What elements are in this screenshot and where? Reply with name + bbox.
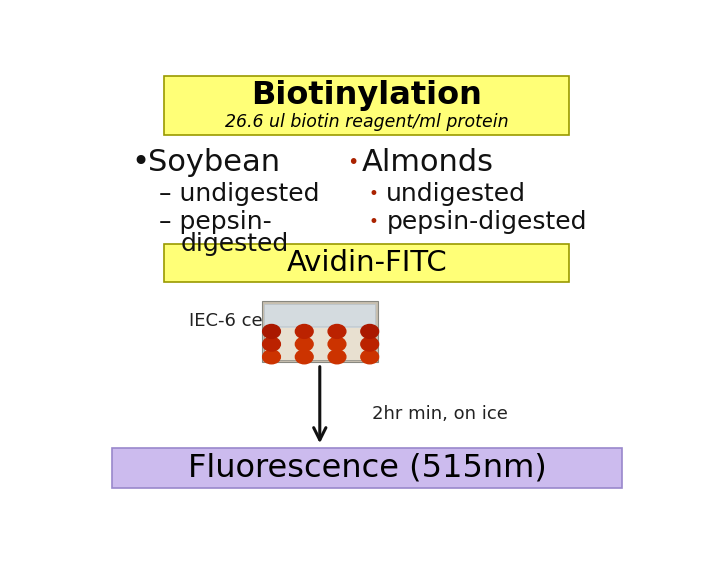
Circle shape [328, 337, 346, 351]
Text: digested: digested [181, 232, 289, 256]
Circle shape [361, 324, 379, 338]
Text: Avidin-FITC: Avidin-FITC [286, 248, 448, 277]
Circle shape [263, 337, 281, 351]
Text: Soybean: Soybean [147, 148, 280, 177]
Circle shape [361, 350, 379, 364]
Text: •: • [131, 148, 149, 177]
Circle shape [263, 350, 281, 364]
Text: – undigested: – undigested [159, 182, 319, 206]
Circle shape [328, 324, 346, 338]
Circle shape [361, 337, 379, 351]
FancyBboxPatch shape [165, 76, 569, 134]
FancyBboxPatch shape [264, 326, 375, 360]
FancyBboxPatch shape [112, 448, 622, 488]
Text: Almonds: Almonds [362, 148, 493, 177]
Circle shape [296, 324, 313, 338]
Text: IEC-6 cells: IEC-6 cells [189, 311, 283, 329]
Text: – pepsin-: – pepsin- [159, 210, 271, 234]
FancyBboxPatch shape [261, 301, 378, 362]
Text: •: • [347, 153, 359, 172]
Text: 2hr min, on ice: 2hr min, on ice [372, 406, 508, 424]
Circle shape [296, 337, 313, 351]
Circle shape [328, 350, 346, 364]
Circle shape [263, 324, 281, 338]
FancyBboxPatch shape [264, 303, 375, 327]
Text: undigested: undigested [387, 182, 526, 206]
Text: Fluorescence (515nm): Fluorescence (515nm) [188, 452, 546, 484]
Text: Biotinylation: Biotinylation [251, 80, 483, 111]
Text: pepsin-digested: pepsin-digested [387, 210, 587, 234]
Text: •: • [369, 213, 379, 231]
Text: •: • [369, 185, 379, 203]
FancyBboxPatch shape [165, 243, 569, 282]
Circle shape [296, 350, 313, 364]
Text: 26.6 ul biotin reagent/ml protein: 26.6 ul biotin reagent/ml protein [225, 112, 509, 130]
